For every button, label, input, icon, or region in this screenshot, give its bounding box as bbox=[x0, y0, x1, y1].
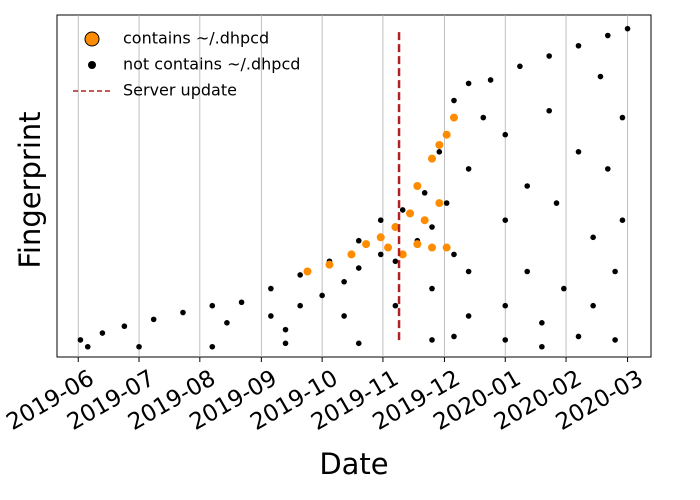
point bbox=[429, 337, 435, 343]
point bbox=[413, 182, 422, 190]
point bbox=[502, 217, 509, 223]
point bbox=[84, 343, 91, 350]
point bbox=[487, 77, 494, 83]
point bbox=[502, 337, 509, 343]
point bbox=[391, 223, 400, 232]
point bbox=[524, 183, 531, 189]
point bbox=[612, 337, 618, 343]
point bbox=[604, 32, 611, 39]
point bbox=[624, 25, 631, 32]
point bbox=[224, 320, 230, 326]
plot-frame bbox=[56, 14, 652, 358]
point bbox=[561, 285, 567, 292]
point bbox=[590, 302, 596, 309]
point bbox=[539, 320, 545, 326]
point bbox=[268, 313, 274, 319]
point bbox=[429, 285, 435, 292]
point bbox=[590, 234, 596, 241]
legend-label: not contains ~/.dhpcd bbox=[123, 55, 300, 74]
point bbox=[465, 313, 472, 319]
point bbox=[575, 333, 582, 340]
point bbox=[612, 268, 618, 275]
point bbox=[384, 243, 393, 252]
point bbox=[238, 299, 245, 306]
point bbox=[451, 333, 457, 340]
point bbox=[377, 251, 384, 258]
point bbox=[420, 216, 429, 225]
y-axis-label: Fingerprint bbox=[13, 111, 47, 268]
point bbox=[150, 316, 157, 323]
point bbox=[180, 309, 186, 316]
point bbox=[282, 326, 289, 333]
point bbox=[421, 190, 428, 196]
point bbox=[413, 240, 422, 249]
point bbox=[443, 200, 450, 206]
point bbox=[442, 243, 451, 252]
point bbox=[597, 73, 604, 80]
point bbox=[355, 340, 362, 347]
point bbox=[282, 340, 289, 347]
point bbox=[502, 131, 509, 138]
point bbox=[442, 130, 451, 139]
point bbox=[355, 237, 362, 244]
point bbox=[619, 217, 626, 223]
point bbox=[436, 149, 443, 155]
point bbox=[480, 114, 487, 121]
point bbox=[546, 107, 552, 114]
point bbox=[398, 250, 407, 259]
point bbox=[341, 278, 347, 285]
point bbox=[376, 233, 385, 242]
point bbox=[465, 80, 472, 87]
point bbox=[575, 42, 582, 49]
point bbox=[77, 337, 84, 343]
point bbox=[392, 302, 399, 309]
point bbox=[428, 243, 437, 252]
point bbox=[524, 268, 531, 275]
legend-marker bbox=[84, 31, 100, 47]
point bbox=[209, 343, 216, 350]
point bbox=[502, 302, 509, 309]
point bbox=[209, 302, 216, 309]
point bbox=[319, 292, 325, 299]
point bbox=[362, 240, 371, 249]
point bbox=[268, 285, 274, 292]
point bbox=[377, 217, 384, 223]
point bbox=[575, 149, 582, 155]
point bbox=[451, 97, 457, 104]
point bbox=[355, 265, 362, 271]
point bbox=[517, 63, 523, 70]
point bbox=[449, 113, 458, 122]
legend-marker bbox=[88, 61, 96, 69]
legend-label: contains ~/.dhpcd bbox=[123, 29, 269, 48]
point bbox=[465, 268, 472, 275]
point bbox=[406, 209, 415, 218]
point bbox=[546, 53, 552, 59]
point bbox=[341, 313, 347, 319]
point bbox=[604, 166, 611, 172]
point bbox=[297, 302, 303, 309]
point bbox=[325, 260, 334, 269]
point bbox=[553, 200, 560, 206]
point bbox=[465, 166, 472, 172]
point bbox=[435, 140, 444, 149]
point bbox=[297, 272, 303, 278]
point bbox=[399, 207, 406, 213]
point bbox=[451, 251, 457, 258]
x-axis-label: Date bbox=[319, 447, 388, 481]
point bbox=[619, 114, 626, 121]
point bbox=[136, 343, 142, 350]
point bbox=[121, 323, 128, 330]
point bbox=[539, 343, 545, 350]
legend-label: Server update bbox=[123, 81, 237, 100]
point bbox=[435, 199, 444, 208]
point bbox=[347, 250, 356, 259]
point bbox=[429, 224, 435, 230]
point bbox=[99, 330, 106, 336]
point bbox=[392, 258, 399, 265]
point bbox=[428, 154, 437, 163]
point bbox=[303, 267, 312, 276]
